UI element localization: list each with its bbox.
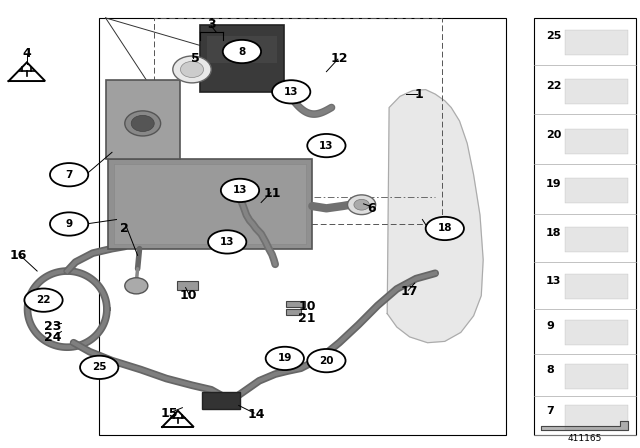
Text: 13: 13: [233, 185, 247, 195]
FancyBboxPatch shape: [286, 309, 301, 315]
Circle shape: [354, 199, 369, 210]
Text: 7: 7: [546, 406, 554, 416]
Text: 7: 7: [65, 170, 73, 180]
Text: 18: 18: [438, 224, 452, 233]
Ellipse shape: [307, 134, 346, 157]
Bar: [565, 227, 628, 252]
Text: 25: 25: [92, 362, 106, 372]
Polygon shape: [387, 90, 483, 343]
Text: 12: 12: [330, 52, 348, 65]
Ellipse shape: [272, 80, 310, 103]
Text: 10: 10: [180, 289, 198, 302]
FancyBboxPatch shape: [207, 36, 277, 63]
FancyBboxPatch shape: [114, 164, 306, 244]
Ellipse shape: [426, 217, 464, 240]
Bar: [565, 405, 628, 430]
Ellipse shape: [80, 356, 118, 379]
Circle shape: [125, 278, 148, 294]
Text: 8: 8: [546, 365, 554, 375]
Circle shape: [131, 115, 154, 131]
Text: 13: 13: [319, 141, 333, 151]
Circle shape: [348, 195, 376, 215]
Text: 2: 2: [120, 222, 129, 235]
Ellipse shape: [307, 349, 346, 372]
Text: 19: 19: [546, 179, 561, 189]
Bar: [154, 18, 442, 224]
Text: 17: 17: [401, 284, 419, 298]
Ellipse shape: [223, 40, 261, 63]
Text: 13: 13: [546, 276, 561, 285]
Text: 411165: 411165: [568, 434, 602, 443]
FancyBboxPatch shape: [202, 392, 240, 409]
Text: 8: 8: [238, 47, 246, 56]
Text: 1: 1: [415, 87, 424, 101]
Polygon shape: [541, 421, 628, 430]
Text: 10: 10: [298, 300, 316, 314]
Text: 14: 14: [247, 408, 265, 421]
Bar: [534, 18, 636, 435]
Text: 22: 22: [36, 295, 51, 305]
Text: 22: 22: [546, 81, 561, 90]
Ellipse shape: [208, 230, 246, 254]
Bar: [565, 178, 628, 203]
Circle shape: [173, 56, 211, 83]
Text: 16: 16: [9, 249, 27, 262]
Bar: [99, 18, 506, 435]
Ellipse shape: [221, 179, 259, 202]
Bar: [565, 79, 628, 104]
Text: 20: 20: [319, 356, 333, 366]
Text: 13: 13: [284, 87, 298, 97]
Text: 3: 3: [207, 18, 216, 31]
Text: 19: 19: [278, 353, 292, 363]
FancyBboxPatch shape: [200, 25, 284, 92]
Circle shape: [125, 111, 161, 136]
Text: 18: 18: [546, 228, 561, 238]
Bar: [565, 364, 628, 389]
FancyBboxPatch shape: [106, 80, 180, 159]
Bar: [565, 30, 628, 55]
Ellipse shape: [24, 289, 63, 312]
Bar: [565, 129, 628, 154]
FancyBboxPatch shape: [286, 301, 305, 307]
Text: 9: 9: [546, 321, 554, 331]
Text: 9: 9: [65, 219, 73, 229]
Text: 25: 25: [546, 31, 561, 41]
Ellipse shape: [50, 212, 88, 236]
Text: 21: 21: [298, 311, 316, 325]
Text: 4: 4: [22, 47, 31, 60]
Ellipse shape: [50, 163, 88, 186]
Text: 5: 5: [191, 52, 200, 65]
Ellipse shape: [266, 347, 304, 370]
Bar: [565, 320, 628, 345]
Circle shape: [180, 61, 204, 78]
FancyBboxPatch shape: [108, 159, 312, 249]
Text: 6: 6: [367, 202, 376, 215]
FancyBboxPatch shape: [177, 281, 198, 290]
Bar: [565, 274, 628, 299]
Text: 24: 24: [44, 331, 61, 344]
Text: 11: 11: [263, 187, 281, 200]
Text: 13: 13: [220, 237, 234, 247]
Text: 15: 15: [161, 406, 179, 420]
Text: 20: 20: [546, 130, 561, 140]
Text: 23: 23: [44, 319, 61, 333]
